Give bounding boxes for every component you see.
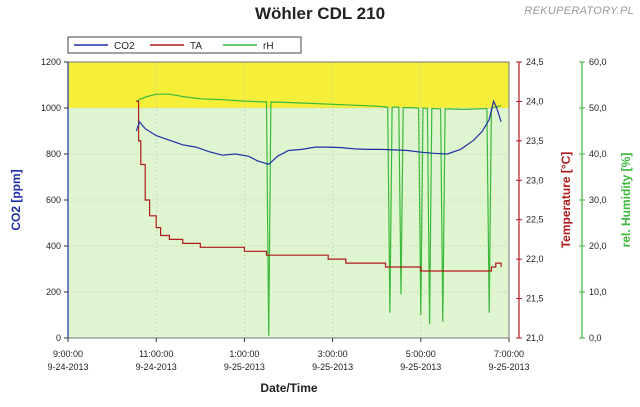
x-tick-date: 9-24-2013	[136, 362, 177, 372]
left-tick-label: 1000	[41, 103, 61, 113]
legend-label-ta: TA	[190, 41, 202, 52]
legend-label-co2: CO2	[114, 41, 135, 52]
humidity-axis-label: rel. Humidity [%]	[619, 153, 633, 248]
left-tick-label: 1200	[41, 57, 61, 67]
watermark: REKUPERATORY.PL	[524, 5, 634, 17]
x-tick-date: 9-25-2013	[488, 362, 529, 372]
legend-box	[67, 36, 302, 54]
humidity-tick-label: 30,0	[589, 195, 607, 205]
temperature-tick-label: 21,5	[526, 294, 544, 304]
left-axis-label: CO2 [ppm]	[9, 169, 23, 230]
x-tick-time: 7:00:00	[494, 349, 524, 359]
axes-layer: 0 200 400 600 800 1000 1200 21,0 21,5 22,0 22,5 23,…	[41, 57, 607, 372]
left-tick-label: 200	[46, 287, 61, 297]
threshold-band	[68, 62, 509, 108]
x-tick-time: 9:00:00	[53, 349, 83, 359]
x-tick-date: 9-25-2013	[312, 362, 353, 372]
series-layer	[135, 93, 502, 336]
left-tick-label: 600	[46, 195, 61, 205]
left-tick-label: 800	[46, 149, 61, 159]
temperature-axis-label: Temperature [°C]	[559, 152, 573, 249]
humidity-tick-label: 50,0	[589, 103, 607, 113]
temperature-tick-label: 24,5	[526, 57, 544, 67]
x-axis-label: Date/Time	[260, 381, 317, 395]
x-tick-time: 5:00:00	[406, 349, 436, 359]
left-tick-label: 400	[46, 241, 61, 251]
x-tick-date: 9-25-2013	[400, 362, 441, 372]
legend: CO2 TA rH	[67, 36, 302, 54]
x-tick-time: 11:00:00	[139, 349, 173, 359]
x-tick-time: 3:00:00	[318, 349, 348, 359]
series-line-ta	[136, 100, 502, 272]
humidity-tick-label: 40,0	[589, 149, 607, 159]
chart-title: Wöhler CDL 210	[254, 4, 386, 23]
temperature-tick-label: 21,0	[526, 333, 544, 343]
temperature-tick-label: 23,0	[526, 175, 544, 185]
temperature-tick-label: 23,5	[526, 136, 544, 146]
x-tick-date: 9-24-2013	[47, 362, 88, 372]
series-line-co2	[135, 99, 502, 165]
legend-label-rh: rH	[263, 41, 274, 52]
humidity-tick-label: 10,0	[589, 287, 607, 297]
temperature-tick-label: 22,0	[526, 254, 544, 264]
left-tick-label: 0	[56, 333, 61, 343]
temperature-tick-label: 24,0	[526, 96, 544, 106]
humidity-tick-label: 20,0	[589, 241, 607, 251]
series-line-rh	[136, 93, 502, 336]
x-tick-date: 9-25-2013	[224, 362, 265, 372]
temperature-tick-label: 22,5	[526, 215, 544, 225]
x-tick-time: 1:00:00	[229, 349, 259, 359]
humidity-tick-label: 0,0	[589, 333, 602, 343]
humidity-tick-label: 60,0	[589, 57, 607, 67]
